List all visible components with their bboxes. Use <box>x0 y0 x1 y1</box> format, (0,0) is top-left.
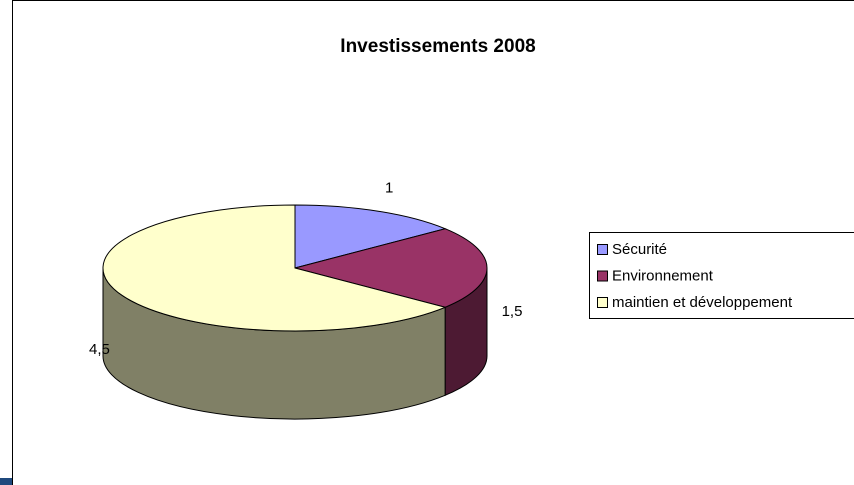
legend-swatch <box>597 244 608 255</box>
legend-box <box>589 232 854 319</box>
data-label: 1,5 <box>502 303 523 320</box>
slice-top <box>293 228 488 308</box>
slice <box>102 204 447 420</box>
legend-label: Sécurité <box>612 241 667 258</box>
legend-swatch <box>597 270 608 282</box>
slice-top <box>102 204 447 332</box>
data-label: 4,5 <box>89 341 110 358</box>
data-label: 1 <box>385 180 393 197</box>
legend-label: Environnement <box>612 267 714 284</box>
chart-title: Investissements 2008 <box>340 36 535 57</box>
slice <box>293 228 488 397</box>
slice-top <box>294 204 447 269</box>
legend-swatch <box>597 297 608 308</box>
window-corner <box>0 478 12 485</box>
slice <box>294 204 447 269</box>
legend-label: maintien et développement <box>612 294 793 311</box>
